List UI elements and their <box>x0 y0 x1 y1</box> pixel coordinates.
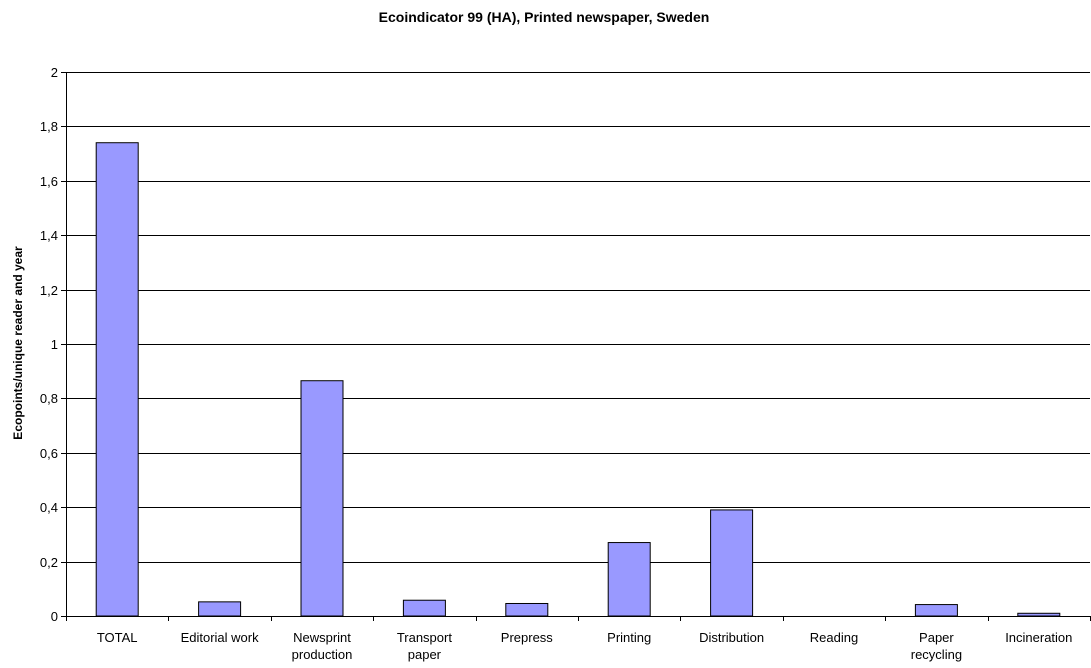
y-tick-label: 1 <box>51 337 58 352</box>
bar <box>607 542 651 617</box>
bars <box>95 142 1061 617</box>
y-tick-label: 1,8 <box>40 119 58 134</box>
x-tick-label-line: Newsprint <box>293 630 351 645</box>
x-tick-label-line: recycling <box>911 647 962 662</box>
bar <box>95 142 139 617</box>
gridlines <box>66 72 1090 563</box>
y-tick-label: 0,2 <box>40 555 58 570</box>
x-tick-label-line: paper <box>408 647 442 662</box>
x-tick-label: Transport paper <box>397 630 453 662</box>
x-tick-label-line: Incineration <box>1005 630 1072 645</box>
chart-title: Ecoindicator 99 (HA), Printed newspaper,… <box>379 9 710 25</box>
bar <box>198 601 242 617</box>
x-tick-label: Distribution <box>699 630 764 645</box>
y-tick-label: 0,4 <box>40 500 58 515</box>
bar <box>1017 612 1061 617</box>
x-tick-label: Editorial work <box>181 630 260 645</box>
y-axis-label: Ecopoints/unique reader and year <box>11 246 25 440</box>
y-tick-label: 1,4 <box>40 228 58 243</box>
y-tick-label: 1,2 <box>40 283 58 298</box>
x-tick-label-line: TOTAL <box>97 630 138 645</box>
x-tick-label: Reading <box>810 630 858 645</box>
x-tick-label-line: Transport <box>397 630 453 645</box>
bar <box>710 509 754 617</box>
x-tick-label-line: Printing <box>607 630 651 645</box>
x-tick-label: Prepress <box>501 630 554 645</box>
x-tick-labels: TOTAL Editorial work Newsprint production Tr… <box>97 630 1073 662</box>
x-tick-label: Paper recycling <box>911 630 962 662</box>
bar <box>505 602 549 617</box>
x-tick-label: Printing <box>607 630 651 645</box>
bar <box>914 604 958 617</box>
x-tick-label: TOTAL <box>97 630 138 645</box>
x-tick-label: Newsprint production <box>292 630 353 662</box>
bar <box>402 599 446 617</box>
y-tick-label: 1,6 <box>40 174 58 189</box>
y-tick-labels: 0 0,2 0,4 0,6 0,8 1 1,2 1,4 1,6 1,8 2 <box>40 65 58 624</box>
x-tick-label: Incineration <box>1005 630 1072 645</box>
bar <box>300 380 344 617</box>
y-tick-label: 0,8 <box>40 391 58 406</box>
axes <box>61 72 1091 621</box>
y-tick-label: 2 <box>51 65 58 80</box>
y-tick-label: 0,6 <box>40 446 58 461</box>
x-tick-label-line: Reading <box>810 630 858 645</box>
x-tick-label-line: Prepress <box>501 630 554 645</box>
x-tick-label-line: production <box>292 647 353 662</box>
y-tick-label: 0 <box>51 609 58 624</box>
x-tick-label-line: Distribution <box>699 630 764 645</box>
x-tick-label-line: Paper <box>919 630 954 645</box>
x-tick-label-line: Editorial work <box>181 630 260 645</box>
